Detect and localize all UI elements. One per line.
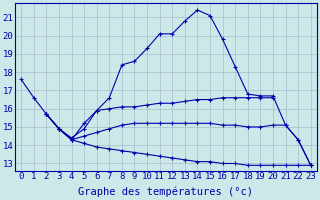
X-axis label: Graphe des températures (°c): Graphe des températures (°c) [78,187,253,197]
